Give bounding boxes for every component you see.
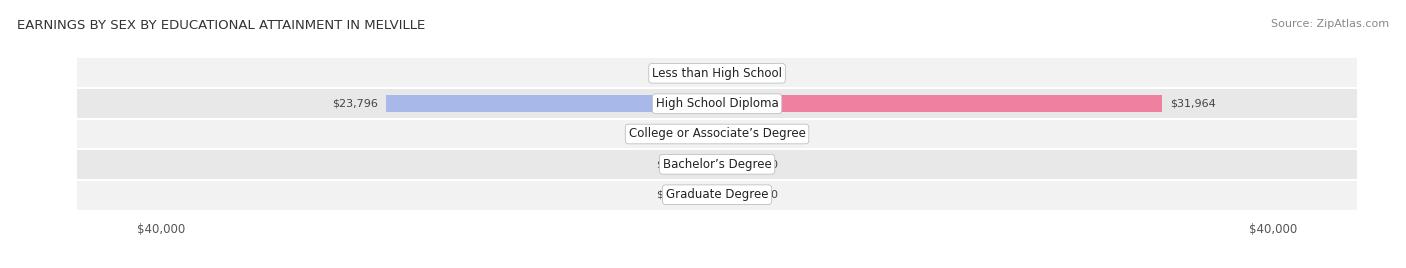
Bar bbox=[717, 95, 1161, 113]
Text: Less than High School: Less than High School bbox=[652, 67, 782, 80]
Bar bbox=[77, 88, 1357, 119]
Text: $0: $0 bbox=[765, 190, 779, 200]
Text: $23,796: $23,796 bbox=[332, 99, 378, 109]
Text: EARNINGS BY SEX BY EDUCATIONAL ATTAINMENT IN MELVILLE: EARNINGS BY SEX BY EDUCATIONAL ATTAINMEN… bbox=[17, 19, 425, 32]
Bar bbox=[678, 65, 717, 82]
Text: High School Diploma: High School Diploma bbox=[655, 97, 779, 110]
Text: $0: $0 bbox=[655, 190, 669, 200]
Text: $0: $0 bbox=[765, 129, 779, 139]
Text: $0: $0 bbox=[765, 159, 779, 169]
Text: $0: $0 bbox=[765, 68, 779, 78]
Text: $0: $0 bbox=[655, 159, 669, 169]
Bar bbox=[77, 58, 1357, 88]
Bar bbox=[77, 180, 1357, 210]
Text: College or Associate’s Degree: College or Associate’s Degree bbox=[628, 128, 806, 140]
Text: Source: ZipAtlas.com: Source: ZipAtlas.com bbox=[1271, 19, 1389, 29]
Bar bbox=[717, 125, 756, 143]
Bar bbox=[678, 186, 717, 203]
Bar bbox=[77, 149, 1357, 180]
Bar bbox=[387, 95, 717, 113]
Text: $0: $0 bbox=[655, 68, 669, 78]
Bar bbox=[717, 155, 756, 173]
Bar bbox=[717, 186, 756, 203]
Text: $0: $0 bbox=[655, 129, 669, 139]
Bar bbox=[717, 65, 756, 82]
Text: Bachelor’s Degree: Bachelor’s Degree bbox=[662, 158, 772, 171]
Bar bbox=[678, 155, 717, 173]
Bar bbox=[77, 119, 1357, 149]
Text: Graduate Degree: Graduate Degree bbox=[666, 188, 768, 201]
Text: $31,964: $31,964 bbox=[1170, 99, 1216, 109]
Bar bbox=[678, 125, 717, 143]
